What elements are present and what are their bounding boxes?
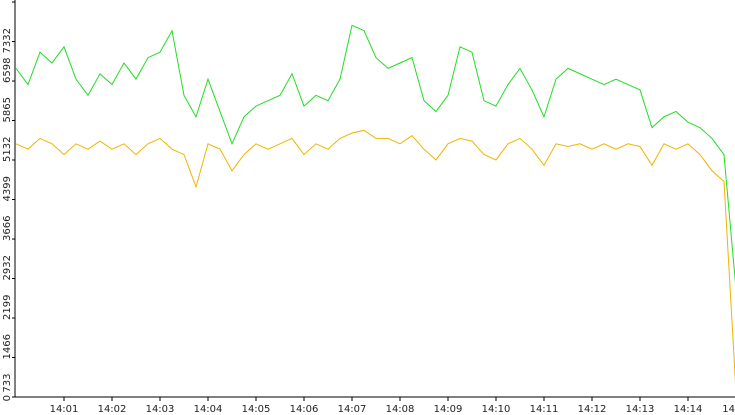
x-tick-label: 14:01 <box>50 404 79 415</box>
x-tick-label: 14:13 <box>626 404 655 415</box>
x-tick-label: 14:04 <box>194 404 223 415</box>
x-tick-label: 14:09 <box>434 404 463 415</box>
y-tick-label: 1466 <box>2 334 13 359</box>
y-tick-label: 2932 <box>2 255 13 280</box>
x-tick-label: 14:06 <box>290 404 319 415</box>
x-tick-label: 14 <box>722 404 735 415</box>
x-tick-label: 14:12 <box>578 404 607 415</box>
y-tick-label: 3666 <box>2 216 13 241</box>
y-tick-label: 5865 <box>2 97 13 122</box>
series-line <box>15 129 735 383</box>
x-tick-label: 14:02 <box>98 404 127 415</box>
x-tick-label: 14:03 <box>146 404 175 415</box>
y-tick-label: 6598 <box>2 58 13 83</box>
x-tick-label: 14:14 <box>674 404 703 415</box>
y-tick-label: 733 <box>2 374 13 393</box>
series-line <box>15 24 735 284</box>
y-tick-label: 0 <box>2 395 13 401</box>
x-tick-label: 14:10 <box>482 404 511 415</box>
x-tick-label: 14:07 <box>338 404 367 415</box>
x-tick-label: 14:11 <box>530 404 559 415</box>
x-tick-label: 14:08 <box>386 404 415 415</box>
y-tick-label: 5132 <box>2 137 13 162</box>
y-tick-label: 4399 <box>2 176 13 201</box>
y-tick-label: 7332 <box>2 28 13 53</box>
x-tick-label: 14:05 <box>242 404 271 415</box>
y-tick-label: 2199 <box>2 295 13 320</box>
